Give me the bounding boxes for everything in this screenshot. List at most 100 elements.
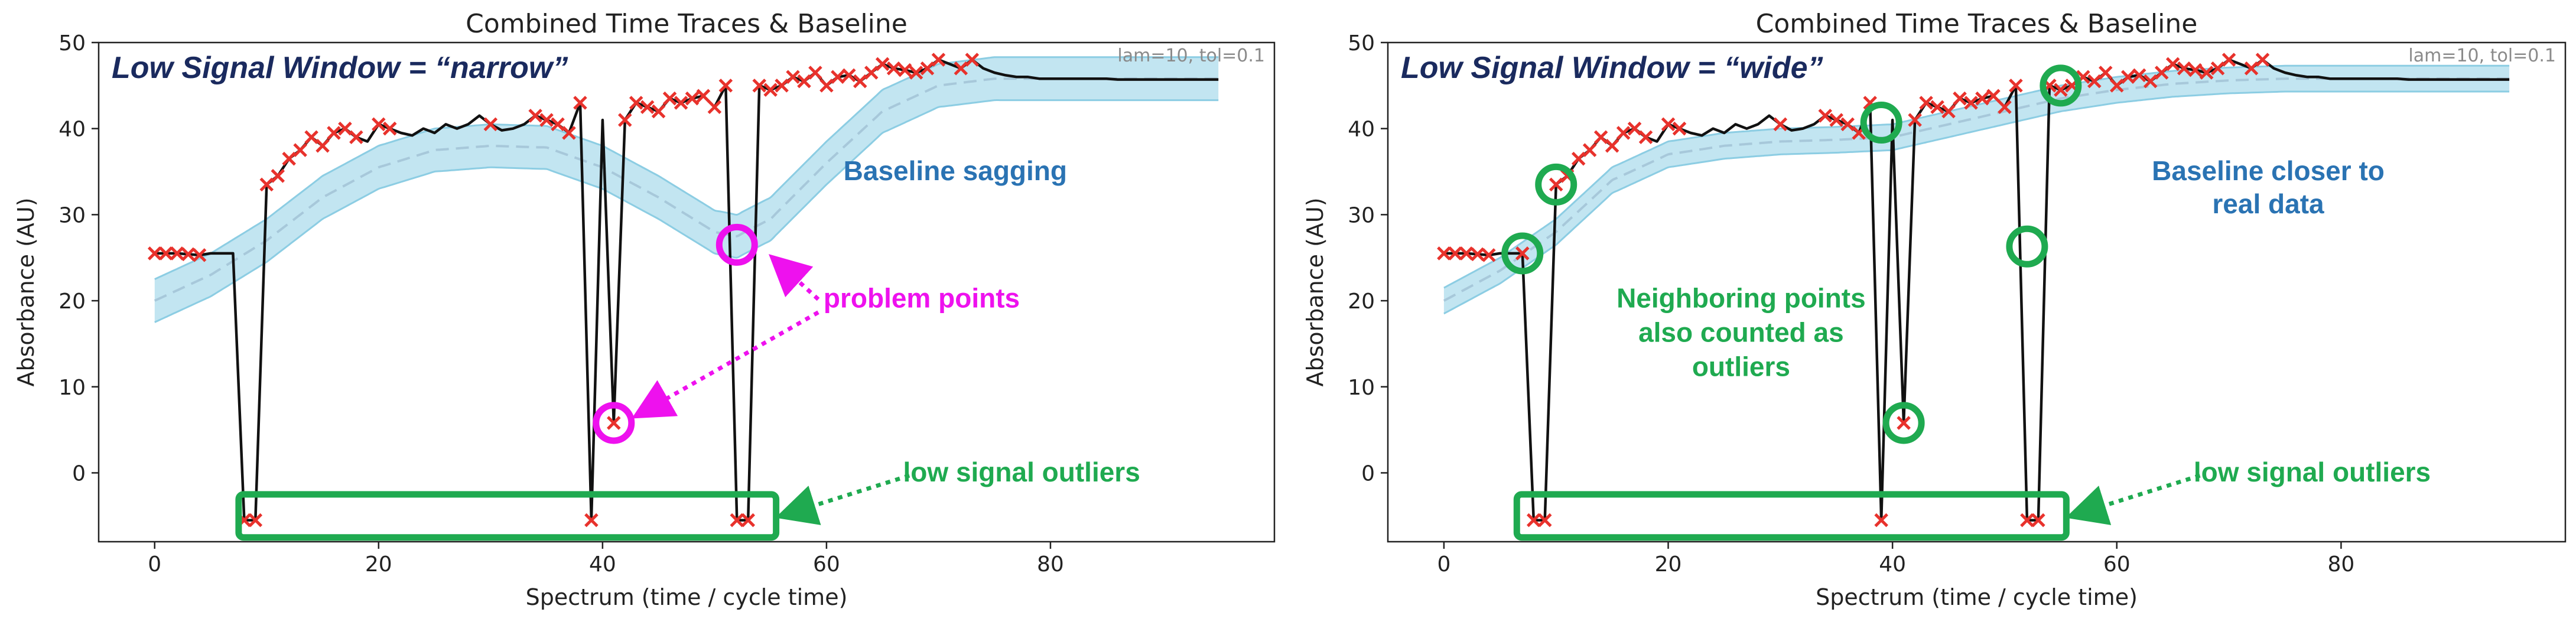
x-tick-label: 80 bbox=[1037, 552, 1064, 577]
outlier-marker bbox=[1616, 126, 1631, 140]
outlier-marker bbox=[674, 96, 688, 110]
neighbor-note-label: outliers bbox=[1692, 351, 1790, 382]
baseline-band-upper bbox=[1443, 64, 2510, 289]
outlier-marker bbox=[1627, 121, 1642, 136]
outlier-marker bbox=[483, 117, 498, 132]
highlight-circle bbox=[2040, 64, 2082, 107]
neighbor-note-label: also counted as bbox=[1638, 317, 1844, 348]
chart-title: Combined Time Traces & Baseline bbox=[1756, 9, 2198, 39]
y-axis-label: Absorbance (AU) bbox=[1302, 197, 1328, 386]
baseline-line bbox=[154, 77, 1219, 302]
outlier-marker bbox=[1941, 104, 1956, 119]
outlier-marker bbox=[707, 100, 722, 115]
outlier-marker bbox=[271, 169, 285, 183]
y-tick-label: 50 bbox=[1348, 31, 1375, 56]
outlier-marker bbox=[382, 121, 397, 136]
baseline-note-label: Baseline sagging bbox=[844, 155, 1067, 186]
baseline-note-label: Baseline closer to bbox=[2152, 155, 2385, 186]
x-tick-label: 80 bbox=[2327, 552, 2354, 577]
outlier-marker bbox=[662, 91, 677, 106]
highlight-circle bbox=[1882, 402, 1925, 444]
outlier-marker bbox=[920, 61, 935, 76]
outlier-marker bbox=[819, 79, 834, 93]
highlight-circle bbox=[1860, 101, 1902, 144]
outlier-marker bbox=[2255, 53, 2270, 67]
outlier-marker bbox=[316, 139, 330, 153]
outlier-marker bbox=[1482, 248, 1496, 262]
problem-arrow-lower bbox=[632, 310, 819, 419]
window-label: Low Signal Window = “wide” bbox=[1401, 51, 1823, 85]
x-tick-label: 20 bbox=[365, 552, 392, 577]
axes-frame bbox=[97, 41, 1276, 543]
outlier-marker bbox=[931, 53, 946, 67]
outlier-marker bbox=[909, 66, 923, 80]
outlier-marker bbox=[2087, 74, 2102, 89]
outlier-marker bbox=[1908, 113, 1922, 127]
outlier-marker bbox=[752, 79, 766, 93]
y-tick-label: 40 bbox=[1348, 118, 1375, 142]
neighbor-note-label: Neighboring points bbox=[1616, 283, 1866, 314]
outlier-marker bbox=[897, 63, 912, 77]
outlier-marker bbox=[864, 66, 879, 80]
outlier-marker bbox=[584, 513, 599, 528]
outlier-marker bbox=[293, 143, 307, 157]
outlier-marker bbox=[1471, 247, 1485, 262]
params-label: lam=10, tol=0.1 bbox=[1117, 45, 1265, 66]
outlier-marker bbox=[651, 104, 666, 119]
outlier-marker bbox=[551, 117, 565, 132]
x-tick-label: 60 bbox=[2103, 552, 2131, 577]
outlier-marker bbox=[1515, 246, 1530, 261]
outlier-marker bbox=[349, 130, 363, 145]
baseline-band bbox=[1443, 66, 2510, 314]
outlier-marker bbox=[1672, 121, 1687, 136]
params-label: lam=10, tol=0.1 bbox=[2408, 45, 2556, 66]
outlier-marker bbox=[607, 416, 621, 430]
outlier-marker bbox=[730, 513, 744, 528]
outlier-marker bbox=[808, 66, 822, 80]
baseline-band-upper bbox=[154, 56, 1219, 280]
baseline-note-label: real data bbox=[2212, 188, 2324, 219]
outlier-marker bbox=[696, 89, 711, 103]
outlier-marker bbox=[1975, 91, 1989, 106]
outlier-marker bbox=[158, 246, 173, 261]
outlier-marker bbox=[2031, 513, 2045, 528]
x-tick-label: 60 bbox=[813, 552, 840, 577]
low-signal-arrow bbox=[775, 473, 910, 525]
outlier-marker bbox=[2222, 53, 2236, 67]
outlier-marker bbox=[147, 246, 162, 261]
outlier-marker bbox=[573, 96, 587, 110]
outlier-marker bbox=[1897, 416, 1911, 430]
outlier-marker bbox=[372, 117, 386, 132]
outlier-marker bbox=[1919, 96, 1933, 110]
outlier-marker bbox=[965, 53, 980, 67]
outlier-marker bbox=[797, 74, 811, 89]
outlier-marker bbox=[181, 247, 196, 262]
chart-panel-narrow: Combined Time Traces & Baseline 0 20 40 60 80… bbox=[13, 9, 1276, 610]
y-tick-label: 10 bbox=[58, 376, 86, 400]
baseline-band-lower bbox=[1443, 90, 2510, 315]
outlier-marker bbox=[1840, 117, 1855, 132]
outlier-marker bbox=[1593, 130, 1608, 145]
outlier-marker bbox=[1437, 246, 1451, 261]
low-signal-label: low signal outliers bbox=[903, 457, 1140, 487]
outlier-marker bbox=[2165, 57, 2180, 71]
outlier-marker bbox=[1661, 117, 1676, 132]
x-tick-label: 0 bbox=[1437, 552, 1450, 577]
x-tick-label: 40 bbox=[589, 552, 616, 577]
outlier-marker bbox=[304, 130, 318, 145]
y-axis-label: Absorbance (AU) bbox=[13, 197, 39, 386]
outlier-marker bbox=[617, 113, 632, 127]
baseline-band bbox=[154, 57, 1219, 323]
outlier-marker bbox=[2009, 79, 2023, 93]
outlier-marker bbox=[2244, 61, 2259, 76]
x-tick-label: 40 bbox=[1879, 552, 1906, 577]
highlight-circle bbox=[1535, 163, 1578, 206]
outlier-marker bbox=[2120, 70, 2135, 84]
outlier-marker bbox=[2020, 513, 2034, 528]
outlier-marker bbox=[718, 79, 733, 93]
chart-title: Combined Time Traces & Baseline bbox=[466, 9, 908, 39]
outlier-marker bbox=[1953, 91, 1967, 106]
outlier-marker bbox=[1818, 109, 1833, 123]
outlier-marker bbox=[2132, 68, 2146, 83]
outlier-marker bbox=[2143, 74, 2158, 89]
